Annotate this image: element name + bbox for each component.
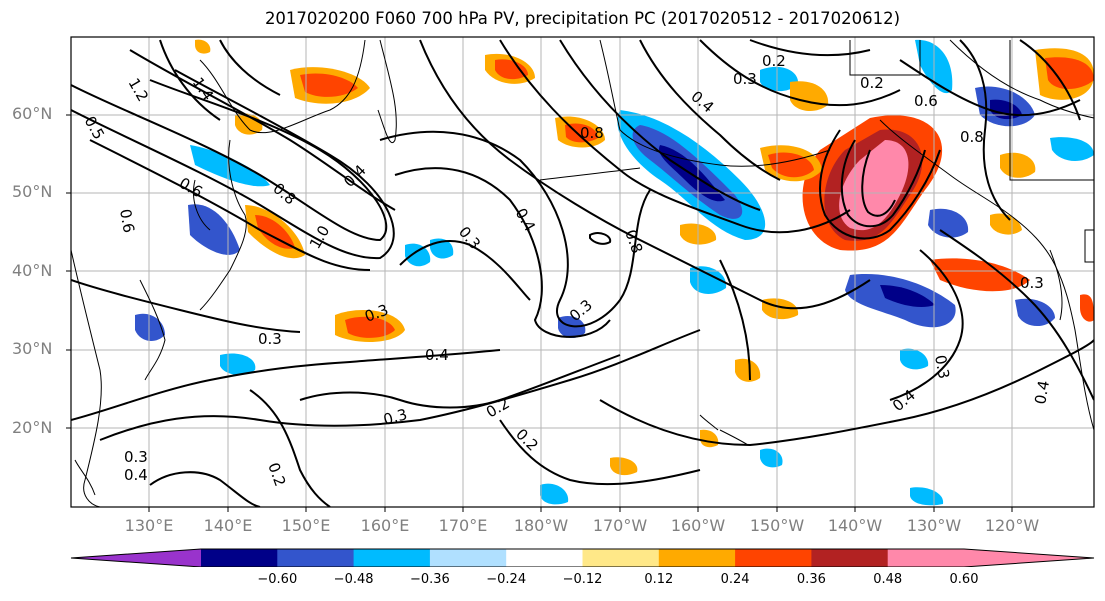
colorbar-tick-label: −0.60 xyxy=(257,572,298,587)
contour-label: 0.4 xyxy=(687,87,717,116)
colorbar-tick-label: −0.12 xyxy=(562,572,603,587)
colorbar-extend-low xyxy=(71,549,201,567)
contour-label: 0.3 xyxy=(258,330,282,348)
colorbar-tick-label: 0.12 xyxy=(644,572,674,587)
contour-label: 0.2 xyxy=(860,74,884,92)
contour-label: 0.2 xyxy=(512,425,542,455)
contour-label: 0.3 xyxy=(733,70,757,88)
coastlines xyxy=(71,39,1094,507)
colorbar-segment xyxy=(582,549,660,567)
colorbar-segment xyxy=(353,549,431,567)
contour-label: 0.3 xyxy=(1020,274,1044,292)
lon-label: 170°E xyxy=(438,516,488,535)
map-frame xyxy=(70,36,1095,508)
lon-label: 130°E xyxy=(124,516,174,535)
lon-label: 120°W xyxy=(984,516,1040,535)
lon-label: 130°W xyxy=(906,516,962,535)
contour-label: 1.0 xyxy=(306,222,334,252)
contour-label: 0.3 xyxy=(381,405,409,429)
contour-label: 0.3 xyxy=(931,354,953,381)
lat-label: 30°N xyxy=(12,339,53,358)
colorbar-tick-label: −0.24 xyxy=(486,572,527,587)
colorbar-tick-label: 0.48 xyxy=(873,572,903,587)
lat-label: 60°N xyxy=(12,104,53,123)
contour-label: 0.2 xyxy=(264,460,289,489)
colorbar-segment xyxy=(887,549,965,567)
colorbar-extend-high xyxy=(964,549,1094,567)
colorbar xyxy=(70,548,1095,567)
axis-ticks xyxy=(66,114,1013,512)
lon-label: 140°E xyxy=(203,516,253,535)
colorbar-segment xyxy=(277,549,355,567)
lat-label: 40°N xyxy=(12,261,53,280)
contour-label: 0.4 xyxy=(124,466,148,484)
lat-label: 50°N xyxy=(12,182,53,201)
colorbar-segment xyxy=(735,549,812,567)
contour-label: 0.4 xyxy=(425,346,449,364)
colorbar-segment xyxy=(201,549,278,567)
contour-label: 0.2 xyxy=(762,52,786,70)
pv-contours xyxy=(71,39,1094,507)
colorbar-tick-label: 0.24 xyxy=(720,572,750,587)
contour-label: 0.3 xyxy=(455,223,484,253)
colorbar-tick-label: −0.36 xyxy=(409,572,450,587)
contour-label: 0.3 xyxy=(124,448,148,466)
contour-label: 0.6 xyxy=(116,208,138,235)
lon-label: 160°W xyxy=(670,516,726,535)
contour-label: 0.8 xyxy=(580,124,604,142)
lon-label: 150°W xyxy=(749,516,805,535)
colorbar-tick-label: 0.36 xyxy=(796,572,826,587)
lat-label: 20°N xyxy=(12,418,53,437)
colorbar-segment xyxy=(658,549,736,567)
colorbar-segment xyxy=(506,549,583,567)
colorbar-tick-label: −0.48 xyxy=(333,572,374,587)
lon-label: 140°W xyxy=(827,516,883,535)
contour-label: 1.4 xyxy=(189,74,217,104)
contour-label: 0.6 xyxy=(914,92,938,110)
lon-label: 160°E xyxy=(360,516,410,535)
shading-layer xyxy=(135,39,1094,506)
lon-label: 150°E xyxy=(281,516,331,535)
contour-label: 0.8 xyxy=(960,128,984,146)
contour-label: 0.4 xyxy=(1031,379,1053,406)
colorbar-segment xyxy=(429,549,507,567)
colorbar-tick-label: 0.60 xyxy=(949,572,979,587)
map-title: 2017020200 F060 700 hPa PV, precipitatio… xyxy=(264,9,901,28)
colorbar-outline xyxy=(70,548,1095,567)
lon-label: 170°W xyxy=(592,516,648,535)
colorbar-segment xyxy=(811,549,889,567)
contour-label: 1.2 xyxy=(125,75,153,105)
lon-label: 180°W xyxy=(513,516,569,535)
contour-label: 0.8 xyxy=(621,227,646,256)
